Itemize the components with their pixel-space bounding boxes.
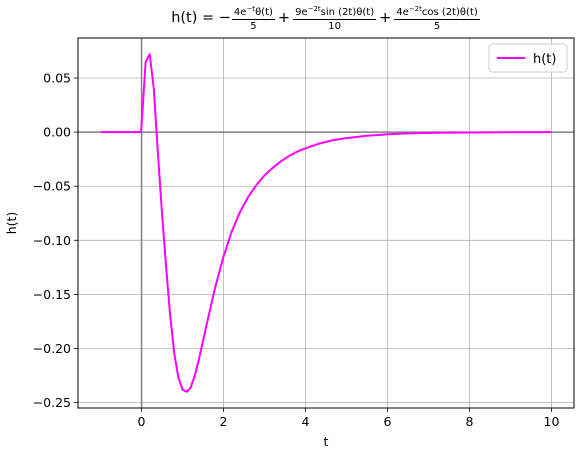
title-op2: + [379,10,392,26]
x-tick-label: 2 [220,414,228,429]
x-tick-label: 4 [302,414,310,429]
title-term3-num-sup: −2t [408,5,422,13]
legend-entry-label: h(t) [533,52,556,67]
y-axis-ticks: −0.25 −0.20 −0.15 −0.10 −0.05 0.00 0.05 [33,71,78,410]
title-term1-num-sup: −t [246,5,256,13]
x-tick-label: 8 [465,414,473,429]
y-tick-label: −0.20 [33,341,71,356]
title-term3-num-b: cos (2t)θ(t) [421,7,478,18]
legend: h(t) [488,43,568,73]
title-term1-num-a: 4e [233,7,247,18]
y-tick-label: 0.05 [43,71,71,86]
title-term2-den: 10 [328,21,341,32]
plot-area-frame [77,37,575,409]
legend-box [488,43,568,73]
x-tick-label: 0 [138,414,146,429]
x-tick-label: 10 [544,414,560,429]
grid-lines [78,38,574,408]
title-term1-den: 5 [250,21,257,32]
y-tick-label: −0.10 [33,233,71,248]
title-op1: + [277,10,291,26]
series-line-h [100,53,552,393]
x-axis-ticks: 0 2 4 6 8 10 [138,408,560,429]
series-layer [100,53,552,393]
title-prefix: h(t) = − [171,10,231,26]
chart-title: h(t) = −4e−tθ(t) 5 +9e−2tsin (2t)θ(t) 10 +4e… [78,4,574,32]
title-term2-num-b: sin (2t)θ(t) [320,7,375,18]
x-tick-label: 6 [384,414,392,429]
reference-axes [78,38,574,408]
title-term3-den: 5 [433,21,441,32]
y-tick-label: −0.05 [33,179,71,194]
y-tick-label: −0.25 [33,395,71,410]
title-term1: 4e−tθ(t) 5 [231,4,275,32]
title-term2-num-a: 9e [295,7,308,18]
title-term2: 9e−2tsin (2t)θ(t) 10 [293,4,377,32]
title-term1-num-b: θ(t) [255,7,273,18]
x-axis-label: t [324,434,329,449]
y-tick-label: −0.15 [33,287,71,302]
title-term3-num-a: 4e [396,7,409,18]
y-tick-label: 0.00 [43,125,71,140]
title-term2-num-sup: −2t [307,5,321,13]
y-axis-label: h(t) [4,212,19,235]
title-term3: 4e−2tcos (2t)θ(t) 5 [394,4,480,32]
